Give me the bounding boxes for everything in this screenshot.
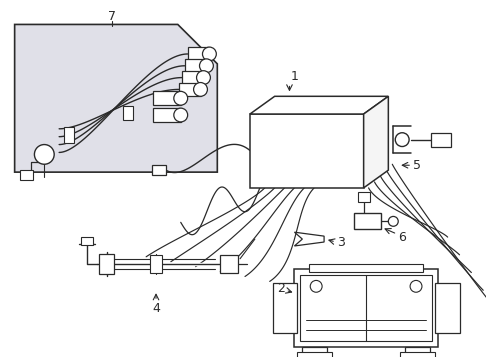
Bar bbox=[308, 264, 422, 271]
Polygon shape bbox=[272, 283, 297, 333]
Text: 2: 2 bbox=[276, 282, 284, 295]
Bar bbox=[399, 352, 434, 360]
Circle shape bbox=[173, 91, 187, 105]
Bar bbox=[123, 106, 133, 120]
Circle shape bbox=[199, 59, 213, 73]
Bar bbox=[353, 213, 381, 229]
Circle shape bbox=[34, 145, 54, 164]
Bar bbox=[153, 108, 181, 122]
Circle shape bbox=[173, 108, 187, 122]
Bar bbox=[300, 275, 431, 342]
Text: 4: 4 bbox=[152, 302, 160, 315]
Bar bbox=[220, 255, 238, 273]
Circle shape bbox=[193, 82, 207, 96]
Bar bbox=[182, 71, 203, 85]
Text: 7: 7 bbox=[107, 10, 115, 23]
Bar bbox=[99, 254, 114, 274]
Circle shape bbox=[196, 71, 210, 85]
Bar bbox=[184, 59, 206, 73]
Circle shape bbox=[394, 133, 408, 147]
Bar bbox=[297, 352, 331, 360]
Bar bbox=[150, 255, 162, 273]
Bar bbox=[302, 347, 326, 360]
Text: 5: 5 bbox=[412, 159, 420, 172]
Polygon shape bbox=[363, 96, 387, 188]
Polygon shape bbox=[434, 283, 459, 333]
Text: 1: 1 bbox=[290, 70, 298, 83]
Bar bbox=[64, 127, 74, 143]
Bar bbox=[294, 269, 437, 347]
Polygon shape bbox=[294, 232, 324, 246]
Circle shape bbox=[409, 280, 421, 292]
Bar bbox=[153, 91, 181, 105]
Circle shape bbox=[309, 280, 322, 292]
Bar bbox=[179, 82, 200, 96]
Bar bbox=[357, 192, 369, 202]
Polygon shape bbox=[15, 24, 217, 172]
Bar bbox=[152, 165, 165, 175]
Bar bbox=[430, 133, 450, 147]
Bar bbox=[249, 114, 363, 188]
Bar bbox=[20, 170, 33, 180]
Bar bbox=[405, 347, 429, 360]
Text: 3: 3 bbox=[336, 235, 344, 248]
Text: 6: 6 bbox=[397, 231, 405, 244]
Circle shape bbox=[387, 216, 397, 226]
Bar bbox=[81, 237, 93, 245]
Bar bbox=[187, 47, 209, 61]
Polygon shape bbox=[249, 96, 387, 114]
Circle shape bbox=[202, 47, 216, 61]
